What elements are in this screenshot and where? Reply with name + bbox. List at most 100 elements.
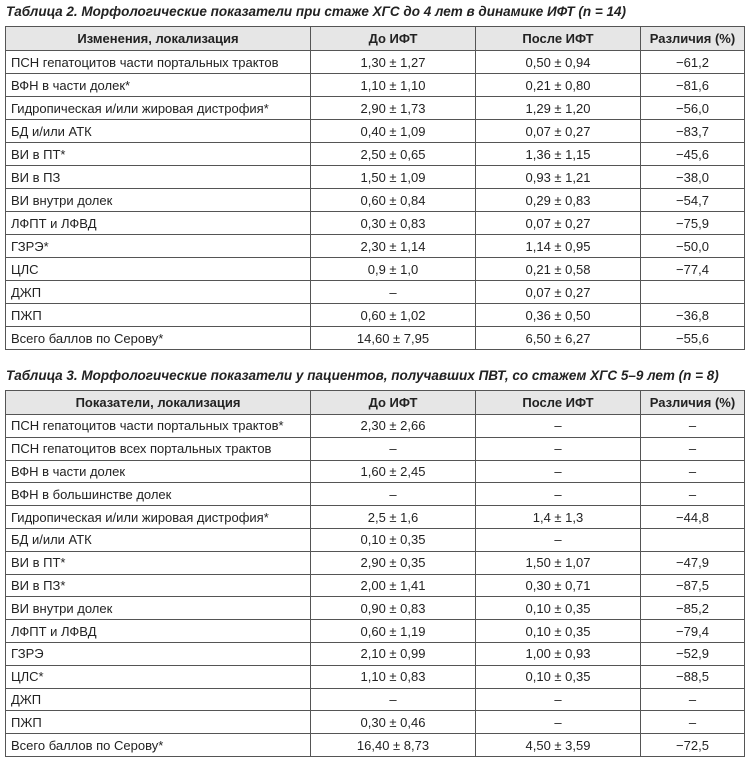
cell: −38,0 bbox=[640, 165, 745, 189]
cell: 0,50 ± 0,94 bbox=[475, 50, 641, 74]
table-row: Всего баллов по Серову* 16,40 ± 8,73 4,50 … bbox=[5, 733, 745, 757]
cell: −87,5 bbox=[640, 573, 745, 598]
table-row: ПЖП 0,60 ± 1,02 0,36 ± 0,50 −36,8 bbox=[5, 303, 745, 327]
header-cell: После ИФТ bbox=[475, 26, 641, 51]
cell: 0,30 ± 0,71 bbox=[475, 573, 641, 598]
cell: – bbox=[475, 459, 641, 484]
table-row: ДЖП –0,07 ± 0,27 bbox=[5, 280, 745, 304]
table: Изменения, локализация До ИФТ После ИФТ Раз… bbox=[5, 26, 745, 350]
cell: 2,90 ± 0,35 bbox=[310, 550, 476, 575]
cell: – bbox=[475, 687, 641, 712]
cell: 0,30 ± 0,46 bbox=[310, 710, 476, 735]
table-title: Таблица 2. Морфологические показатели пр… bbox=[6, 4, 627, 19]
cell bbox=[640, 280, 745, 304]
row-label: ПЖП bbox=[5, 710, 311, 735]
row-label: ВИ в ПЗ bbox=[5, 165, 311, 189]
table-row: ДЖП – – – bbox=[5, 687, 745, 712]
cell: – bbox=[640, 710, 745, 735]
row-label: ПСН гепатоцитов части портальных трактов… bbox=[5, 414, 311, 438]
cell: – bbox=[640, 414, 745, 438]
row-label: ПСН гепатоцитов части портальных трактов bbox=[5, 50, 311, 74]
cell: – bbox=[310, 687, 476, 712]
header-cell: Различия (%) bbox=[640, 26, 745, 51]
cell: 2,90 ± 1,73 bbox=[310, 96, 476, 120]
cell: 1,10 ± 1,10 bbox=[310, 73, 476, 97]
cell: – bbox=[640, 482, 745, 507]
table-row: ВФН в части долек* 1,10 ± 1,10 0,21 ± 0,80… bbox=[5, 73, 745, 97]
row-label: ЦЛС bbox=[5, 257, 311, 281]
table-title: Таблица 3. Морфологические показатели у … bbox=[6, 368, 719, 383]
cell: 2,30 ± 2,66 bbox=[310, 414, 476, 438]
cell: 1,50 ± 1,07 bbox=[475, 550, 641, 575]
cell: – bbox=[310, 482, 476, 507]
cell: 1,4 ± 1,3 bbox=[475, 505, 641, 529]
row-label: ВИ внутри долек bbox=[5, 596, 311, 621]
row-label: ВИ в ПТ* bbox=[5, 142, 311, 166]
cell: – bbox=[640, 436, 745, 461]
cell: 1,10 ± 0,83 bbox=[310, 664, 476, 689]
cell: −77,4 bbox=[640, 257, 745, 281]
cell: – bbox=[475, 710, 641, 735]
cell: 1,29 ± 1,20 bbox=[475, 96, 641, 120]
row-label: ДЖП bbox=[5, 280, 311, 304]
cell: −45,6 bbox=[640, 142, 745, 166]
table-row: ВИ в ПТ* 2,50 ± 0,65 1,36 ± 1,15 −45,6 bbox=[5, 142, 745, 166]
cell: 0,40 ± 1,09 bbox=[310, 119, 476, 143]
cell: 2,50 ± 0,65 bbox=[310, 142, 476, 166]
header-cell: До ИФТ bbox=[310, 390, 476, 415]
cell: 0,07 ± 0,27 bbox=[475, 211, 641, 235]
cell: 1,50 ± 1,09 bbox=[310, 165, 476, 189]
cell: 1,14 ± 0,95 bbox=[475, 234, 641, 258]
cell: −52,9 bbox=[640, 641, 745, 666]
cell: −88,5 bbox=[640, 664, 745, 689]
cell: 0,60 ± 0,84 bbox=[310, 188, 476, 212]
cell: – bbox=[475, 436, 641, 461]
cell: 0,07 ± 0,27 bbox=[475, 280, 641, 304]
cell: 0,10 ± 0,35 bbox=[475, 619, 641, 643]
cell: 4,50 ± 3,59 bbox=[475, 733, 641, 757]
cell: – bbox=[310, 436, 476, 461]
cell: 2,10 ± 0,99 bbox=[310, 641, 476, 666]
cell: – bbox=[475, 414, 641, 438]
table-row: ГЗРЭ 2,10 ± 0,99 1,00 ± 0,93 −52,9 bbox=[5, 641, 745, 666]
row-label: ВФН в части долек bbox=[5, 459, 311, 484]
cell: −81,6 bbox=[640, 73, 745, 97]
cell: 0,60 ± 1,19 bbox=[310, 619, 476, 643]
table-row: ЦЛС 0,9 ± 1,0 0,21 ± 0,58 −77,4 bbox=[5, 257, 745, 281]
cell: 2,00 ± 1,41 bbox=[310, 573, 476, 598]
cell: 1,36 ± 1,15 bbox=[475, 142, 641, 166]
row-label: ВИ в ПЗ* bbox=[5, 573, 311, 598]
header-cell: После ИФТ bbox=[475, 390, 641, 415]
table: Показатели, локализация До ИФТ После ИФТ Ра… bbox=[5, 390, 745, 757]
table-row: ЛФПТ и ЛФВД 0,60 ± 1,19 0,10 ± 0,35 −79,4 bbox=[5, 619, 745, 643]
row-label: Всего баллов по Серову* bbox=[5, 326, 311, 350]
cell: 14,60 ± 7,95 bbox=[310, 326, 476, 350]
cell: −79,4 bbox=[640, 619, 745, 643]
header-row: Показатели, локализация До ИФТ После ИФТ Ра… bbox=[5, 390, 745, 415]
cell: −75,9 bbox=[640, 211, 745, 235]
cell: 0,9 ± 1,0 bbox=[310, 257, 476, 281]
row-label: ВФН в большинстве долек bbox=[5, 482, 311, 507]
row-label: Гидропическая и/или жировая дистрофия* bbox=[5, 505, 311, 529]
cell: −55,6 bbox=[640, 326, 745, 350]
table-row: ВФН в большинстве долек – – – bbox=[5, 482, 745, 507]
cell: – bbox=[475, 482, 641, 507]
row-label: ВФН в части долек* bbox=[5, 73, 311, 97]
header-row: Изменения, локализация До ИФТ После ИФТ Раз… bbox=[5, 26, 745, 51]
cell: −61,2 bbox=[640, 50, 745, 74]
cell: 0,21 ± 0,58 bbox=[475, 257, 641, 281]
cell: 1,30 ± 1,27 bbox=[310, 50, 476, 74]
cell bbox=[640, 527, 745, 552]
cell: 1,00 ± 0,93 bbox=[475, 641, 641, 666]
cell: 0,10 ± 0,35 bbox=[475, 664, 641, 689]
cell: 0,90 ± 0,83 bbox=[310, 596, 476, 621]
table-row: Гидропическая и/или жировая дистрофия* 2,… bbox=[5, 505, 745, 529]
table-row: ПСН гепатоцитов всех портальных трактов –… bbox=[5, 436, 745, 461]
cell: 2,30 ± 1,14 bbox=[310, 234, 476, 258]
row-label: ЛФПТ и ЛФВД bbox=[5, 211, 311, 235]
table-row: ВФН в части долек 1,60 ± 2,45– – bbox=[5, 459, 745, 484]
cell: 0,10 ± 0,35 bbox=[475, 596, 641, 621]
table-row: ЛФПТ и ЛФВД 0,30 ± 0,83 0,07 ± 0,27 −75,9 bbox=[5, 211, 745, 235]
table-row: Всего баллов по Серову* 14,60 ± 7,95 6,50 … bbox=[5, 326, 745, 350]
